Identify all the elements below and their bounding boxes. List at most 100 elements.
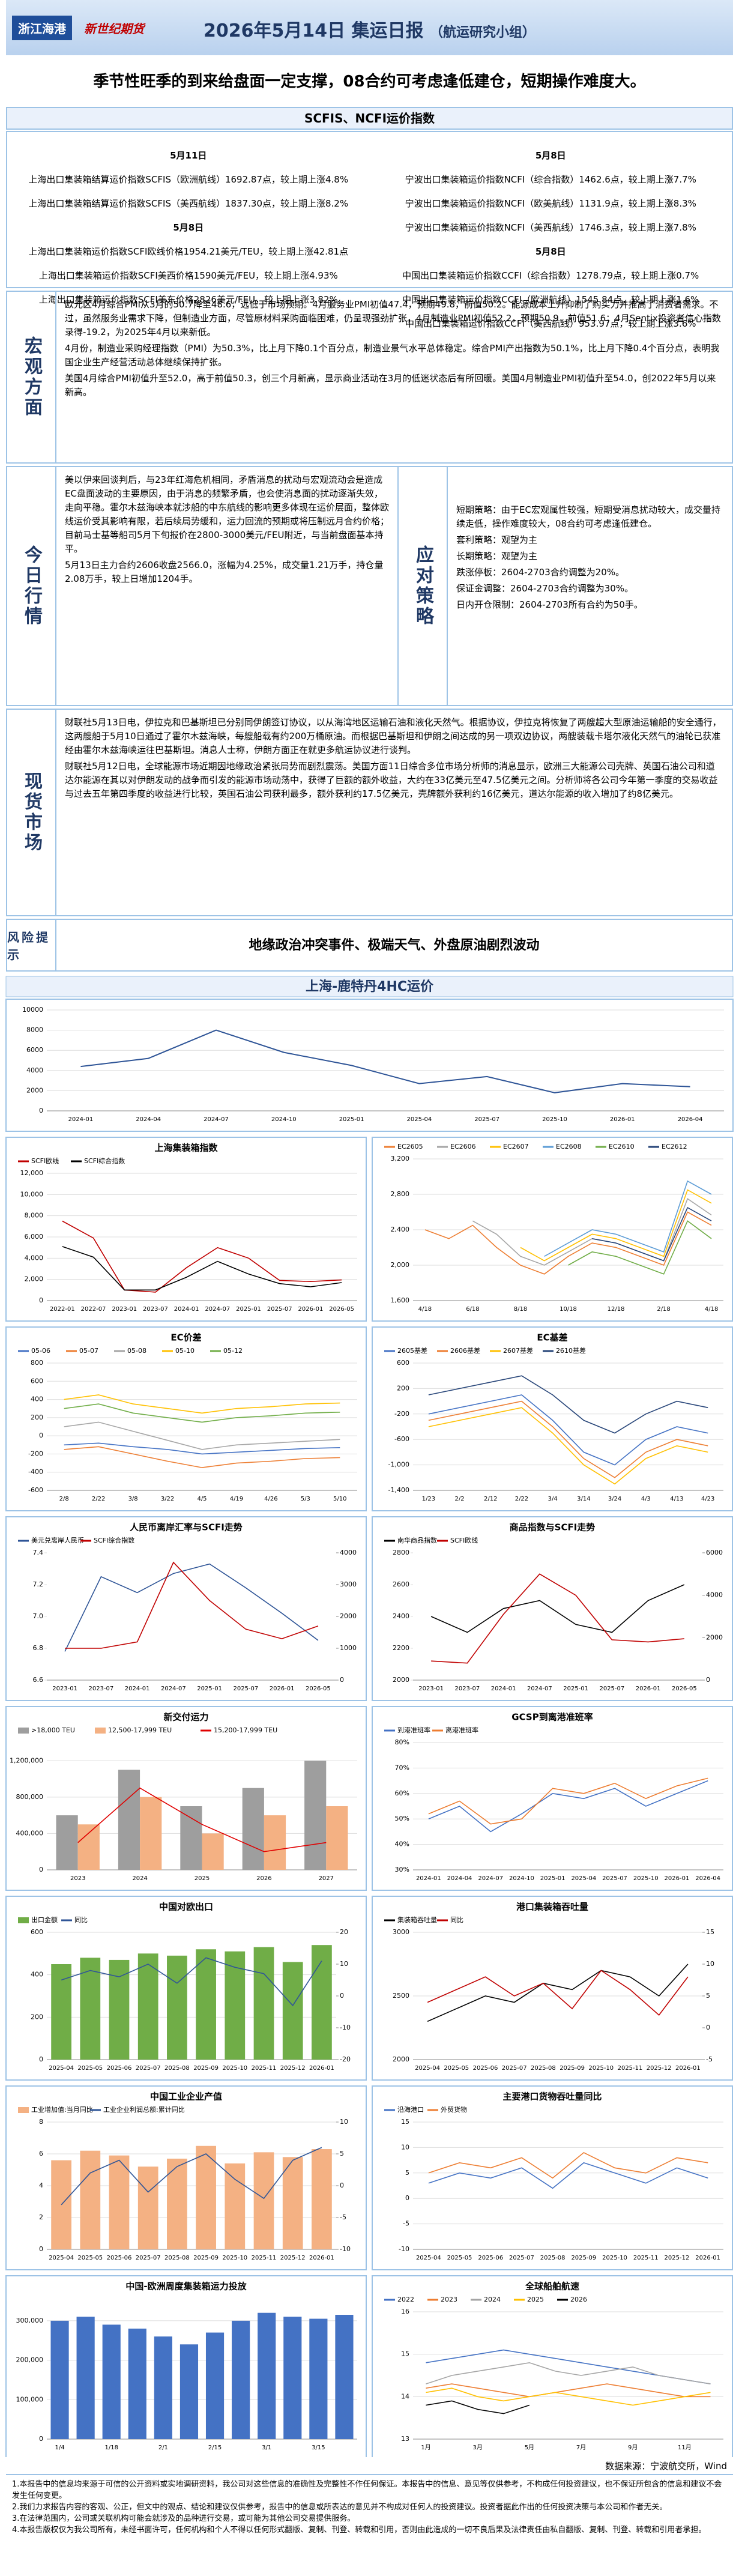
y-tick-label: 15 bbox=[401, 2118, 409, 2126]
y2-tick-label: 2000 bbox=[706, 1633, 723, 1641]
y-tick-label: 600 bbox=[31, 1377, 43, 1385]
legend-label: 2607基差 bbox=[503, 1346, 533, 1355]
x-tick-label: 2025-08 bbox=[164, 2065, 190, 2072]
legend-label: 2610基差 bbox=[556, 1346, 586, 1355]
chart-title: 上海-鹿特丹4HC运价 bbox=[306, 979, 434, 994]
bar bbox=[140, 1797, 162, 1870]
legend-label: 2605基差 bbox=[397, 1346, 427, 1355]
x-tick-label: 2025-09 bbox=[571, 2255, 596, 2261]
x-tick-label: 2026-01 bbox=[675, 2065, 701, 2072]
chart-frame bbox=[372, 2275, 733, 2457]
y-tick-label: 400,000 bbox=[16, 1829, 44, 1837]
legend-swatch bbox=[18, 1160, 29, 1163]
y-tick-label: 600 bbox=[397, 1359, 409, 1367]
text-line: 上海出口集装箱结算运价指数SCFIS（美西航线）1837.30点，较上期上涨8.… bbox=[28, 198, 349, 209]
legend-swatch bbox=[114, 1350, 125, 1352]
line bbox=[64, 1446, 340, 1468]
legend-swatch bbox=[427, 2109, 438, 2111]
legend-swatch bbox=[18, 1917, 29, 1923]
legend-swatch bbox=[18, 1540, 29, 1542]
y-tick-label: 12,000 bbox=[20, 1169, 44, 1177]
chart-title: 新交付运力 bbox=[163, 1712, 208, 1723]
x-tick-label: 3月 bbox=[473, 2444, 483, 2451]
x-tick-label: 2025-12 bbox=[665, 2255, 690, 2261]
legend-label: 2025 bbox=[527, 2296, 544, 2303]
bar bbox=[51, 1964, 71, 2060]
legend-swatch bbox=[543, 1146, 553, 1148]
legend-swatch bbox=[648, 1146, 659, 1148]
chart-title: 中国对欧出口 bbox=[159, 1902, 213, 1912]
chart-title: 主要港口货物吞吐量同比 bbox=[502, 2091, 602, 2102]
x-tick-label: 2026-01 bbox=[298, 1306, 324, 1313]
x-tick-label: 2025-07 bbox=[267, 1306, 292, 1313]
legend-swatch bbox=[427, 2299, 438, 2301]
y-tick-label: 800 bbox=[31, 1359, 43, 1367]
x-tick-label: 2024-07 bbox=[161, 1686, 186, 1692]
chart-frame bbox=[372, 1326, 733, 1511]
y-tick-label: 6000 bbox=[26, 1046, 43, 1054]
x-tick-label: 2024-01 bbox=[491, 1686, 516, 1692]
x-tick-label: 2025-04 bbox=[416, 2255, 441, 2261]
legend-swatch bbox=[18, 1350, 29, 1352]
y-tick-label: 1,200,000 bbox=[10, 1756, 43, 1764]
line bbox=[430, 1584, 685, 1633]
text-line: 5月8日 bbox=[535, 150, 566, 161]
chart-title: EC价差 bbox=[170, 1332, 201, 1343]
x-tick-label: 2022-01 bbox=[50, 1306, 75, 1313]
legend-label: 美元兑离岸人民币 bbox=[31, 1536, 84, 1544]
x-tick-label: 2025-10 bbox=[602, 2255, 627, 2261]
legend-swatch bbox=[210, 1350, 221, 1352]
legend-swatch bbox=[490, 1350, 501, 1352]
x-tick-label: 2024-01 bbox=[125, 1686, 150, 1692]
line bbox=[426, 2383, 711, 2398]
x-tick-label: 2025-11 bbox=[633, 2255, 659, 2261]
text-line: 美国4月综合PMI初值升至52.0，高于前值50.3，创三个月新高，显示商业活动… bbox=[65, 373, 716, 398]
chart-title: 港口集装箱吞吐量 bbox=[516, 1902, 588, 1912]
x-tick-label: 2025-04 bbox=[571, 1875, 596, 1882]
x-tick-label: 2025-07 bbox=[474, 1116, 499, 1123]
text-line: 跌涨停板：2604-2703合约调整为20%。 bbox=[456, 567, 625, 578]
y-tick-label: 60% bbox=[395, 1789, 409, 1797]
text-line: 宁波出口集装箱运价指数NCFI（综合指数）1462.6点，较上期上涨7.7% bbox=[405, 174, 696, 185]
bar bbox=[282, 1962, 303, 2060]
x-tick-label: 5月 bbox=[525, 2444, 534, 2451]
x-tick-label: 1月 bbox=[421, 2444, 430, 2451]
text-line: 上海出口集装箱运价指数SCFI美东价格2826美元/FEU，较上期上涨3.82% bbox=[38, 294, 338, 305]
x-tick-label: 12/18 bbox=[608, 1306, 625, 1313]
x-tick-label: 4/26 bbox=[264, 1496, 277, 1502]
legend-swatch bbox=[596, 1146, 606, 1148]
x-tick-label: 2025-10 bbox=[588, 2065, 614, 2072]
x-tick-label: 2025-07 bbox=[136, 2255, 161, 2261]
line bbox=[428, 1400, 708, 1478]
y-tick-label: 2400 bbox=[393, 1612, 409, 1620]
x-tick-label: 2026-01 bbox=[636, 1686, 661, 1692]
legend-label: 05-12 bbox=[223, 1347, 243, 1355]
x-tick-label: 2026-05 bbox=[672, 1686, 697, 1692]
y2-tick-label: 3000 bbox=[340, 1580, 357, 1588]
source: 数据来源：宁波航交所，Wind bbox=[605, 2461, 727, 2472]
x-tick-label: 2026-01 bbox=[695, 2255, 720, 2261]
x-tick-label: 2025-04 bbox=[415, 2065, 440, 2072]
legend-label: EC2612 bbox=[662, 1143, 687, 1150]
legend-swatch bbox=[384, 2109, 395, 2111]
x-tick-label: 4/13 bbox=[670, 1496, 683, 1502]
chart-frame bbox=[5, 1137, 367, 1322]
y-tick-label: 5 bbox=[405, 2169, 409, 2177]
y-tick-label: 2 bbox=[39, 2213, 43, 2221]
x-tick-label: 2/22 bbox=[515, 1496, 528, 1502]
y2-tick-label: -5 bbox=[340, 2213, 346, 2221]
x-tick-label: 3/24 bbox=[608, 1496, 621, 1502]
x-tick-label: 2/15 bbox=[208, 2444, 222, 2451]
x-tick-label: 2025-08 bbox=[531, 2065, 556, 2072]
bar bbox=[326, 1806, 348, 1870]
y-tick-label: -600 bbox=[28, 1486, 43, 1494]
legend-swatch bbox=[543, 1350, 553, 1352]
chart-frame bbox=[372, 1706, 733, 1891]
x-tick-label: 2025-06 bbox=[478, 2255, 503, 2261]
x-tick-label: 8/18 bbox=[514, 1306, 527, 1313]
legend-swatch bbox=[162, 1350, 173, 1352]
index-box: 5月11日 上海出口集装箱结算运价指数SCFIS（欧洲航线）1692.87点，较上… bbox=[6, 131, 733, 329]
y2-tick-label: 15 bbox=[706, 1928, 714, 1936]
x-tick-label: 2025-01 bbox=[339, 1116, 364, 1123]
text-line: 宁波出口集装箱运价指数NCFI（欧美航线）1131.9点，较上期上涨8.3% bbox=[405, 198, 696, 209]
